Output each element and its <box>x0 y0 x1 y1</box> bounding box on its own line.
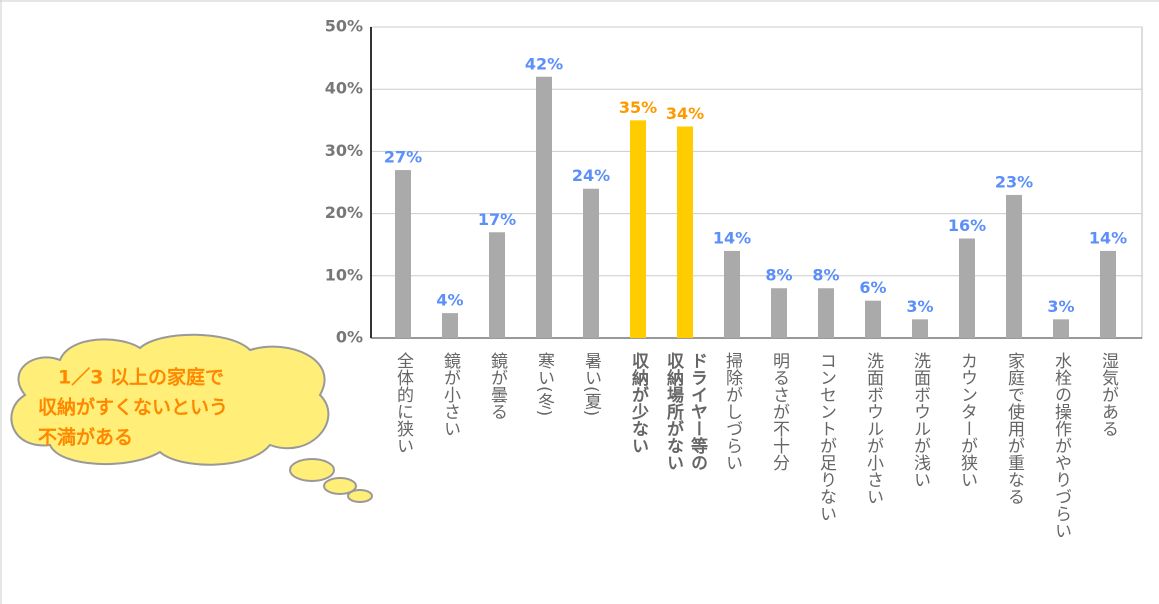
bar <box>865 300 881 338</box>
x-tick-label: カウンターが狭い <box>957 352 978 488</box>
x-tick-label: 収納が少ない <box>628 352 650 454</box>
value-label: 3% <box>906 297 933 316</box>
bar <box>583 188 599 338</box>
annotation-line: 1／3 以上の家庭で <box>58 366 224 389</box>
bar <box>677 126 693 339</box>
value-label: 35% <box>619 98 657 117</box>
value-label: 17% <box>478 210 516 229</box>
value-label: 4% <box>436 291 463 310</box>
x-tick-label: 明るさが不十分 <box>769 352 790 471</box>
x-tick-label: 全体的に狭い <box>393 352 414 454</box>
value-label: 16% <box>948 216 986 235</box>
y-tick-label: 10% <box>325 265 363 284</box>
y-tick-label: 30% <box>325 141 363 160</box>
bar <box>536 76 552 338</box>
bar <box>959 238 975 338</box>
x-tick-label: 水栓の操作がやりづらい <box>1051 352 1072 539</box>
annotation-line: 不満がある <box>38 426 133 449</box>
y-tick-label: 50% <box>325 17 363 36</box>
bar <box>912 319 928 338</box>
x-tick-label: 洗面ボウルが浅い <box>910 352 931 488</box>
bar <box>818 288 834 338</box>
bar <box>1053 319 1069 338</box>
value-label: 8% <box>812 266 839 285</box>
bar <box>630 120 646 338</box>
x-tick-label: 洗面ボウルが小さい <box>863 352 884 505</box>
value-label: 8% <box>765 266 792 285</box>
x-tick-label: 鏡が小さい <box>440 352 461 437</box>
bar <box>489 232 505 338</box>
bar <box>1006 194 1022 338</box>
value-label: 3% <box>1047 297 1074 316</box>
y-tick-label: 0% <box>336 328 363 347</box>
x-tick-label: 掃除がしづらい <box>722 352 743 471</box>
x-tick-label: 暑い(夏) <box>581 352 602 416</box>
value-label: 23% <box>995 172 1033 191</box>
x-tick-label: 家庭で使用が重なる <box>1004 352 1025 505</box>
x-tick-label: ドライヤー等の収納場所がない <box>663 352 708 471</box>
y-tick-label: 40% <box>325 79 363 98</box>
x-tick-label: 寒い(冬) <box>534 352 555 416</box>
callout <box>10 333 373 503</box>
bar <box>395 170 411 338</box>
annotation-line: 収納がすくないという <box>38 396 228 419</box>
x-tick-label: 湿気がある <box>1098 352 1119 437</box>
value-label: 24% <box>572 166 610 185</box>
bar <box>724 250 740 338</box>
bar <box>1100 250 1116 338</box>
value-label: 27% <box>384 148 422 167</box>
x-tick-label: 鏡が曇る <box>487 352 508 420</box>
value-label: 34% <box>666 104 704 123</box>
value-label: 42% <box>525 54 563 73</box>
value-label: 6% <box>859 278 886 297</box>
x-tick-label: コンセントが足りない <box>816 352 837 522</box>
value-label: 14% <box>713 228 751 247</box>
bar <box>771 288 787 338</box>
value-label: 14% <box>1089 228 1127 247</box>
y-tick-label: 20% <box>325 203 363 222</box>
bar <box>442 313 458 338</box>
